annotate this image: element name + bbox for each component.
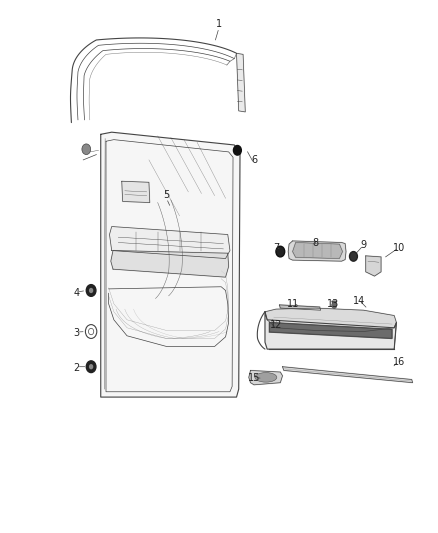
Polygon shape <box>283 367 413 383</box>
Circle shape <box>89 288 93 293</box>
Ellipse shape <box>255 373 277 382</box>
Text: 15: 15 <box>248 374 260 383</box>
Circle shape <box>350 252 357 261</box>
Circle shape <box>233 146 241 155</box>
Text: 12: 12 <box>270 320 282 330</box>
Text: 5: 5 <box>163 190 170 199</box>
Text: 6: 6 <box>251 155 257 165</box>
Text: 13: 13 <box>327 299 339 309</box>
Polygon shape <box>111 251 229 277</box>
Text: 1: 1 <box>216 19 222 29</box>
Polygon shape <box>279 305 321 310</box>
Text: 11: 11 <box>287 299 300 309</box>
Circle shape <box>86 361 96 373</box>
Polygon shape <box>288 241 346 261</box>
Polygon shape <box>332 301 336 308</box>
Polygon shape <box>249 370 283 385</box>
Circle shape <box>276 246 285 257</box>
Polygon shape <box>237 53 245 112</box>
Text: 8: 8 <box>312 238 318 247</box>
Text: 16: 16 <box>392 358 405 367</box>
Text: 3: 3 <box>74 328 80 338</box>
Text: 14: 14 <box>353 296 365 306</box>
Text: 7: 7 <box>273 243 279 253</box>
Polygon shape <box>101 132 240 397</box>
Polygon shape <box>269 322 392 338</box>
Polygon shape <box>122 181 150 203</box>
Polygon shape <box>110 227 230 259</box>
Text: 4: 4 <box>74 288 80 298</box>
Text: 9: 9 <box>360 240 367 250</box>
Polygon shape <box>265 308 396 332</box>
Circle shape <box>82 144 91 155</box>
Polygon shape <box>265 312 396 349</box>
Circle shape <box>332 302 337 309</box>
Circle shape <box>86 285 96 296</box>
Text: 10: 10 <box>392 243 405 253</box>
Polygon shape <box>293 243 343 259</box>
Circle shape <box>89 364 93 369</box>
Polygon shape <box>366 256 381 276</box>
Text: 2: 2 <box>74 363 80 373</box>
